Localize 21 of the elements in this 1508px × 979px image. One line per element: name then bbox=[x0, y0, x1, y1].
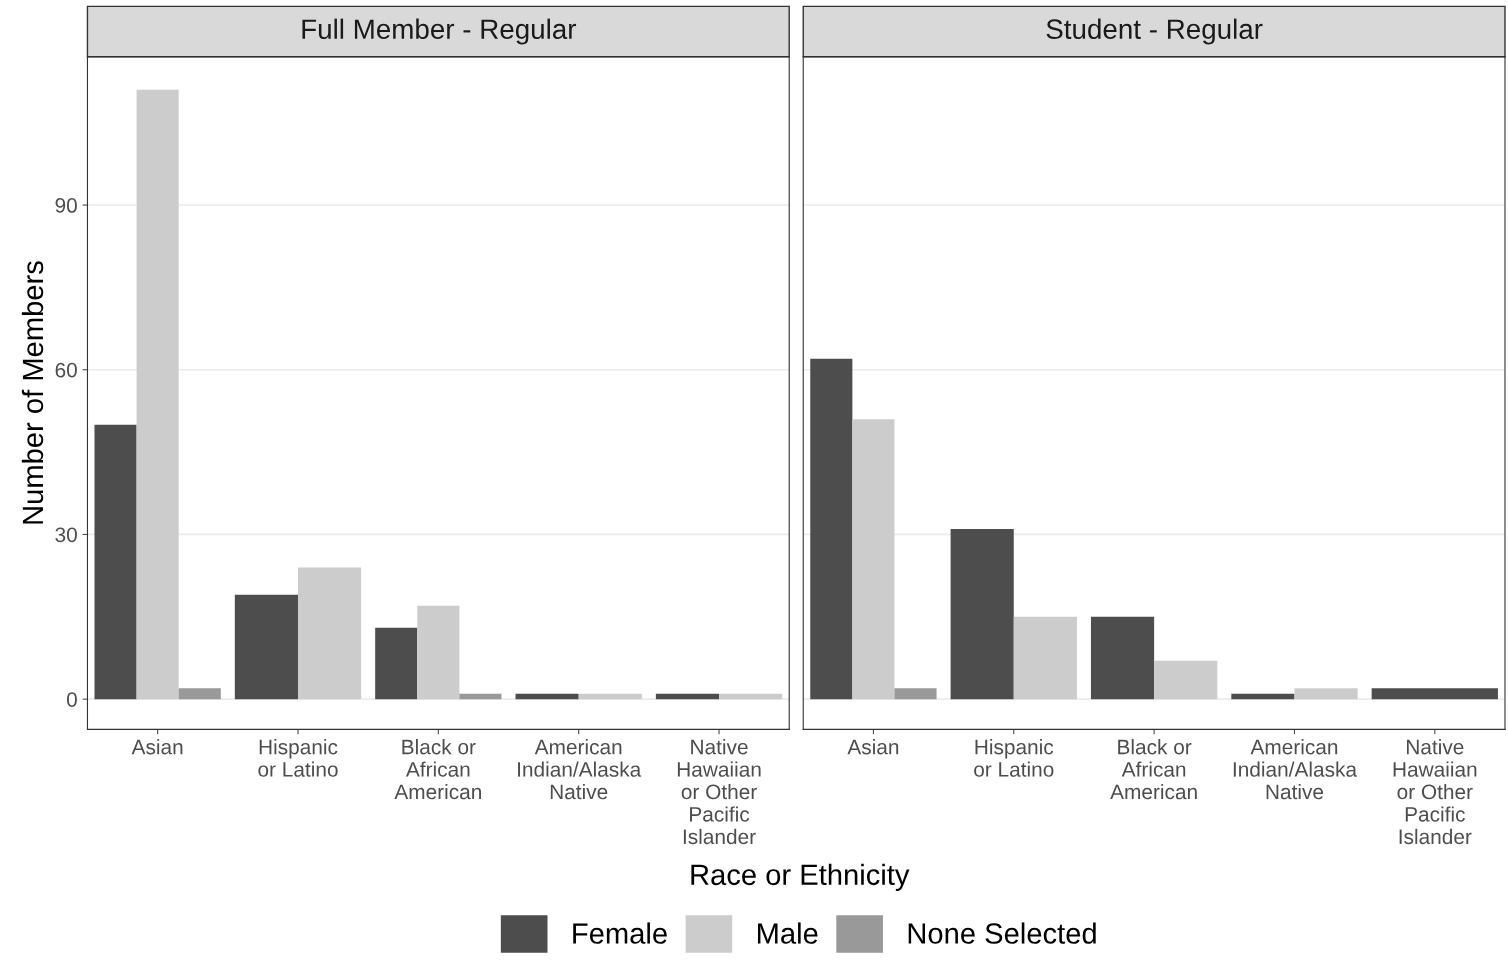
y-tick-label: 0 bbox=[66, 692, 77, 707]
x-tick-label: American Indian/Alaska Native bbox=[518, 739, 642, 800]
x-tick-label: Asian bbox=[847, 739, 899, 755]
x-tick-label: Native Hawaiian or Other Pacific Islander bbox=[1393, 739, 1477, 845]
chart-title: Full Member - Regular bbox=[302, 18, 577, 45]
x-tick-label: Black or African American bbox=[394, 739, 481, 800]
y-tick-label: 30 bbox=[55, 527, 77, 543]
x-tick-label: Hispanic or Latino bbox=[974, 739, 1054, 777]
x-tick-label: Native Hawaiian or Other Pacific Islander bbox=[677, 739, 761, 845]
x-tick-label: Hispanic or Latino bbox=[258, 739, 338, 777]
legend-label: Female bbox=[573, 922, 667, 944]
y-tick-label: 90 bbox=[55, 198, 77, 213]
x-tick-label: Asian bbox=[131, 739, 183, 755]
chart-title: Student - Regular bbox=[1046, 18, 1263, 45]
x-tick-label: Black or African American bbox=[1110, 739, 1197, 800]
x-axis-title: Race or Ethnicity bbox=[691, 863, 910, 891]
y-tick-label: 60 bbox=[55, 362, 77, 378]
legend-label: None Selected bbox=[908, 922, 1096, 944]
legend-label: Male bbox=[757, 922, 818, 944]
y-axis-title: Number of Members bbox=[21, 261, 44, 524]
x-tick-label: American Indian/Alaska Native bbox=[1233, 739, 1357, 800]
